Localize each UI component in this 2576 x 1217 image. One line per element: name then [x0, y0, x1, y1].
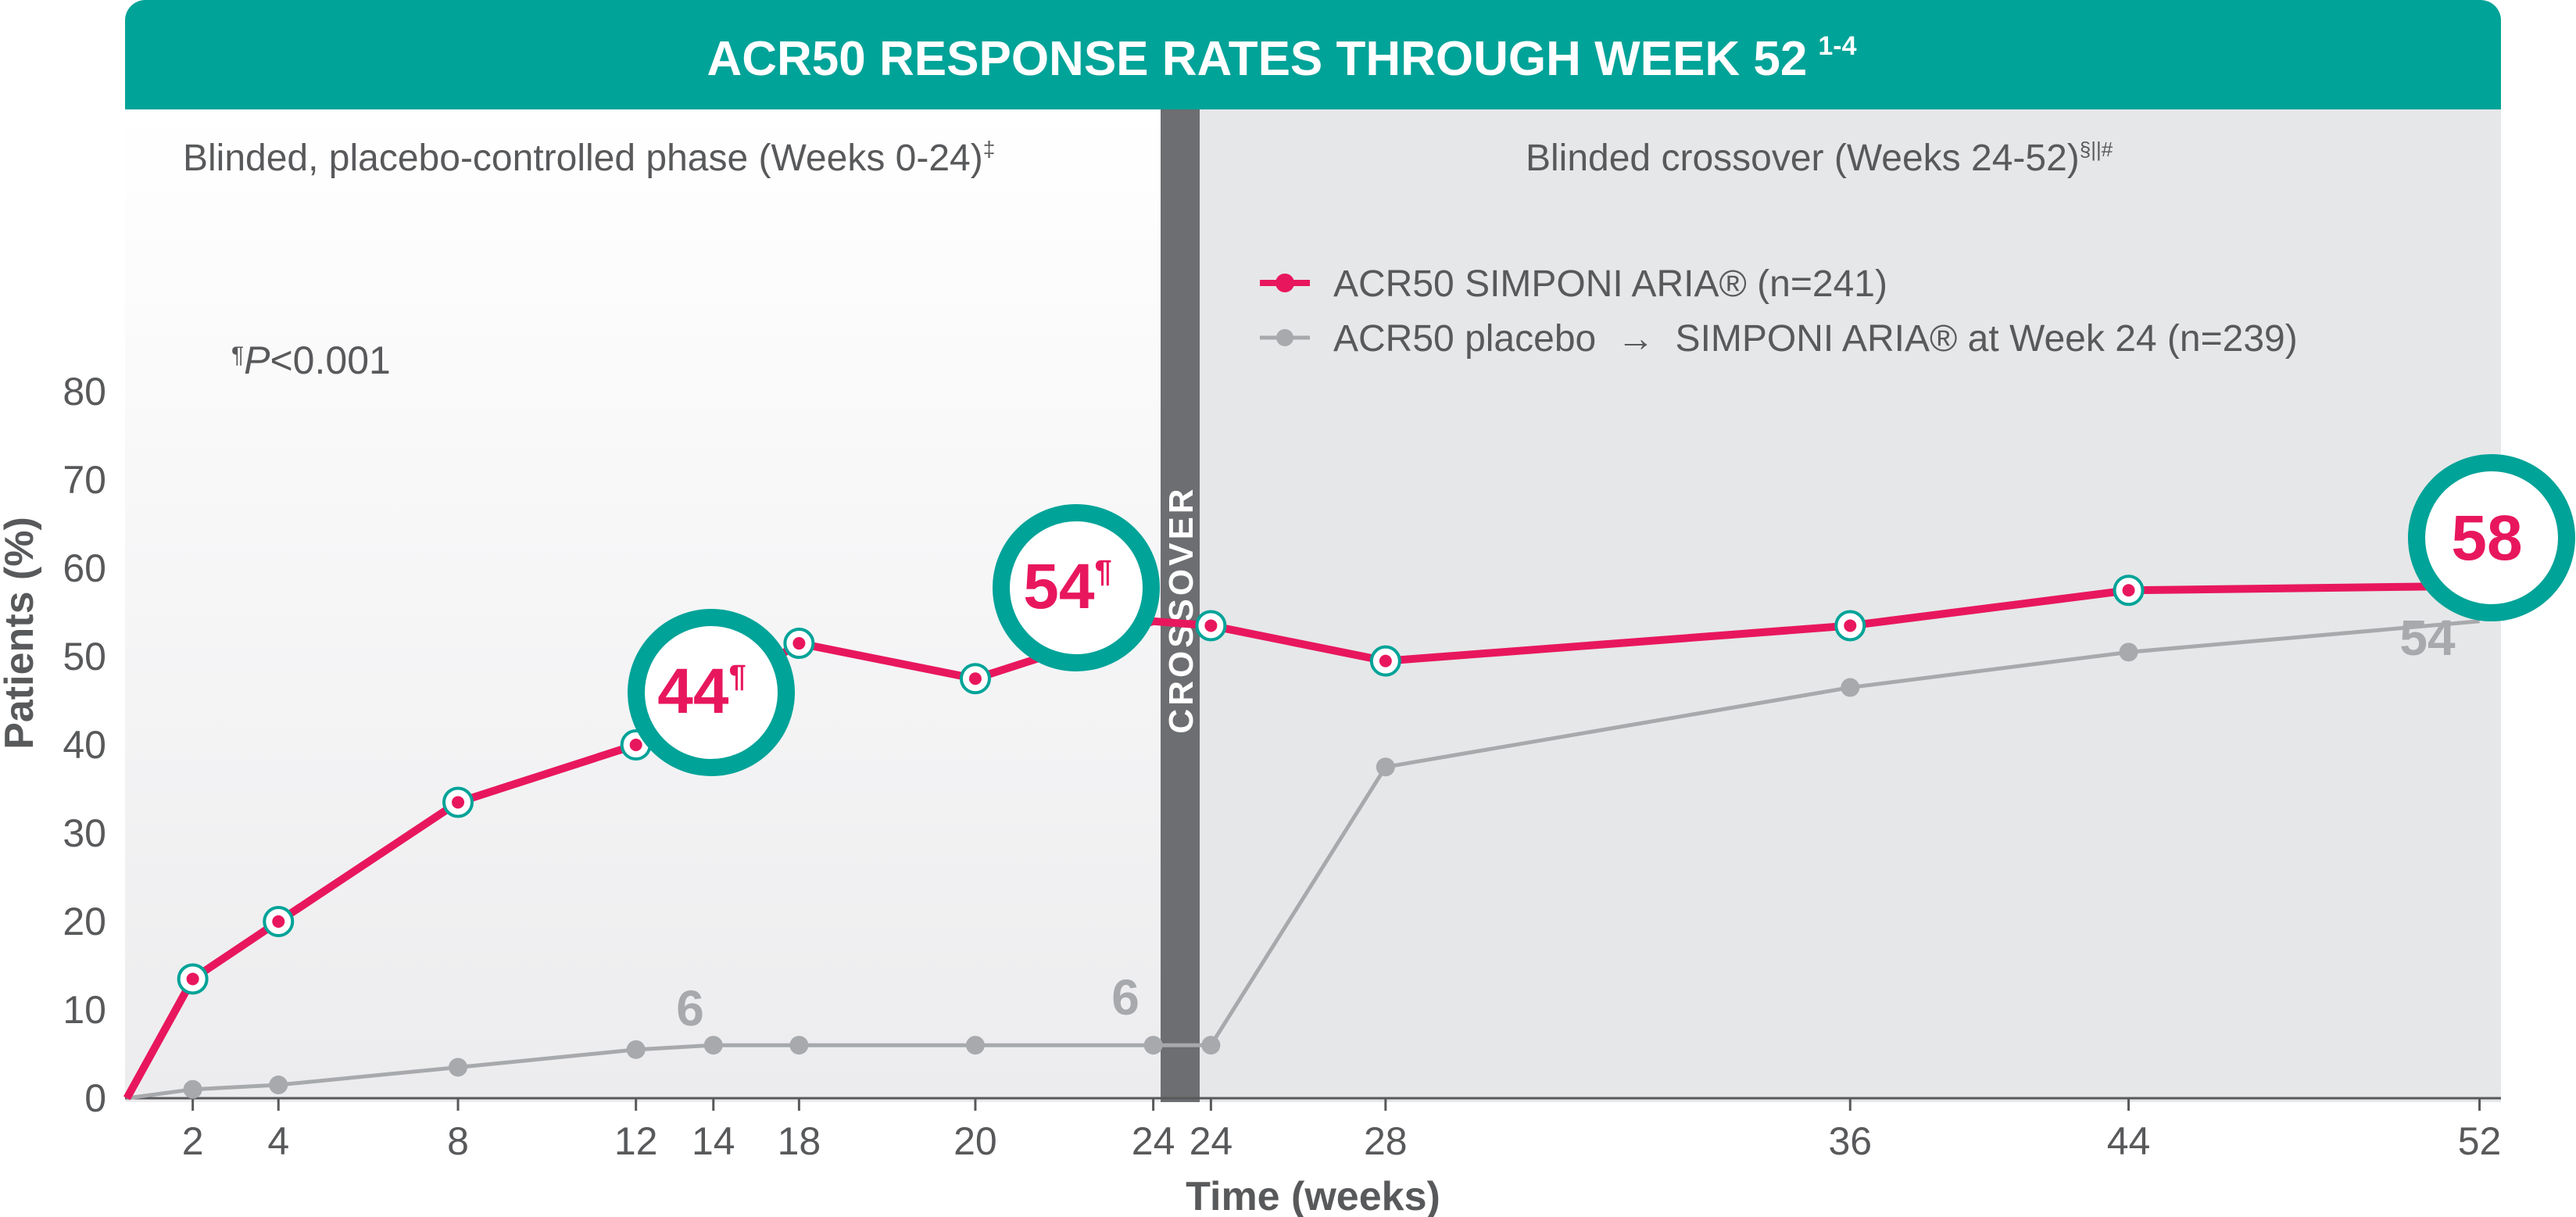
- callout-44-value: 44: [657, 656, 729, 727]
- simponi-point: [968, 672, 982, 685]
- placebo-label-week52: 54: [2399, 610, 2456, 666]
- placebo-point: [626, 1040, 646, 1059]
- callout-54-value: 54: [1023, 551, 1095, 622]
- chart-title-text: ACR50 RESPONSE RATES THROUGH WEEK 52: [707, 32, 1807, 86]
- simponi-point: [792, 637, 806, 650]
- callout-58-value: 58: [2451, 503, 2522, 574]
- chart-title-superscript: 1-4: [1818, 31, 1856, 61]
- x-axis-ticks: 2 4 8 12 14 18 20 24 24 28 36 44 52: [182, 1098, 2502, 1163]
- y-axis-label: Patients (%): [0, 517, 42, 750]
- y-axis-ticks: 0 10 20 30 40 50 60 70 80: [63, 370, 106, 1120]
- svg-text:54¶: 54¶: [1023, 551, 1111, 622]
- placebo-line: [126, 619, 2480, 1101]
- placebo-label-week24: 6: [1111, 969, 1140, 1026]
- placebo-point: [269, 1076, 288, 1095]
- legend-placebo-label: ACR50 placebo → SIMPONI ARIA® at Week 24…: [1333, 318, 2298, 360]
- callout-54-mark: ¶: [1094, 554, 1111, 589]
- x-tick-label: 12: [614, 1119, 658, 1163]
- callout-54: 54¶: [993, 504, 1160, 671]
- x-tick-label: 20: [953, 1119, 997, 1163]
- y-tick-label: 0: [84, 1076, 106, 1120]
- y-tick-label: 10: [63, 988, 106, 1032]
- callout-44: 44¶: [628, 609, 795, 776]
- placebo-point: [449, 1058, 468, 1077]
- x-tick-label: 24: [1190, 1119, 1233, 1163]
- placebo-label-week14: 6: [676, 980, 704, 1036]
- x-tick-label: 36: [1828, 1119, 1872, 1163]
- placebo-point: [1201, 1036, 1221, 1055]
- x-tick-label: 24: [1132, 1119, 1175, 1163]
- simponi-point: [629, 739, 642, 751]
- y-tick-label: 60: [63, 546, 106, 590]
- simponi-point: [1844, 619, 1857, 632]
- x-tick-label: 14: [692, 1119, 735, 1163]
- y-tick-label: 30: [63, 811, 106, 855]
- y-tick-label: 50: [63, 635, 106, 678]
- chart-title: ACR50 RESPONSE RATES THROUGH WEEK 52 1-4: [707, 31, 1856, 86]
- placebo-point: [2119, 643, 2138, 662]
- x-tick-label: 52: [2458, 1119, 2502, 1163]
- crossover-divider: [1161, 109, 1200, 1102]
- placebo-series: [126, 619, 2480, 1101]
- y-tick-label: 40: [63, 723, 106, 767]
- placebo-point: [1376, 757, 1395, 777]
- svg-text:44¶: 44¶: [657, 656, 746, 727]
- legend-placebo-marker: [1276, 329, 1293, 346]
- simponi-point: [452, 796, 465, 809]
- p-value-note: ¶P<0.001: [231, 338, 391, 382]
- simponi-point: [1379, 654, 1392, 668]
- right-phase-label: Blinded crossover (Weeks 24-52)§||#: [1526, 138, 2113, 179]
- callout-44-mark: ¶: [728, 659, 746, 693]
- simponi-point: [1204, 619, 1218, 632]
- x-tick-label: 44: [2107, 1119, 2151, 1163]
- crossover-label: CROSSOVER: [1162, 485, 1200, 733]
- left-phase-label: Blinded, placebo-controlled phase (Weeks…: [183, 137, 995, 179]
- right-panel: [1200, 109, 2501, 1102]
- placebo-point: [703, 1036, 723, 1055]
- simponi-point: [272, 915, 285, 928]
- x-tick-label: 28: [1364, 1119, 1408, 1163]
- placebo-point: [1143, 1036, 1163, 1055]
- placebo-point: [789, 1036, 809, 1055]
- x-tick-label: 8: [447, 1119, 469, 1163]
- x-axis-label: Time (weeks): [1186, 1174, 1440, 1217]
- x-tick-label: 2: [182, 1119, 204, 1163]
- simponi-series: [123, 574, 2480, 1101]
- y-tick-label: 20: [63, 900, 106, 943]
- callout-58: 58: [2408, 454, 2575, 621]
- simponi-point: [186, 972, 199, 986]
- legend-simponi-label: ACR50 SIMPONI ARIA® (n=241): [1333, 263, 1887, 305]
- x-tick-label: 18: [778, 1119, 821, 1163]
- left-panel: [125, 109, 1161, 1102]
- x-tick-label: 4: [267, 1119, 289, 1163]
- placebo-point: [965, 1036, 985, 1055]
- y-tick-label: 70: [63, 458, 106, 502]
- y-tick-label: 80: [63, 370, 106, 413]
- simponi-point: [2122, 584, 2135, 597]
- placebo-point: [1841, 678, 1860, 697]
- legend: ACR50 SIMPONI ARIA® (n=241) ACR50 placeb…: [1260, 263, 2298, 360]
- placebo-point: [183, 1079, 202, 1099]
- legend-simponi-marker: [1275, 274, 1294, 292]
